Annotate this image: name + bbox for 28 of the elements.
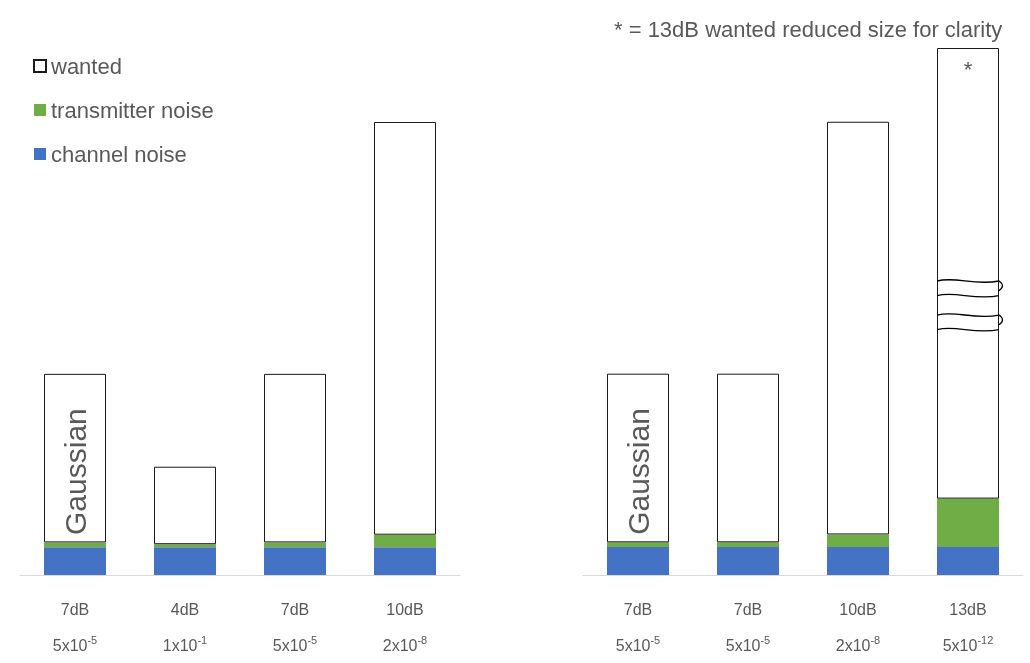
bar [827,534,889,548]
legend-label: channel noise [51,141,187,167]
annotation: * [963,56,973,82]
bar [827,121,889,535]
bar [374,122,436,535]
bar [607,547,669,575]
annotation: Gaussian [58,408,92,535]
bar [937,498,999,548]
bar [264,547,326,575]
bar [154,547,216,575]
legend-label: wanted [50,53,122,79]
bar [827,547,889,575]
bar [717,547,779,575]
bar [374,547,436,575]
bar [154,466,216,545]
bar [717,542,779,548]
annotation: Gaussian [621,408,655,535]
bar [607,542,669,548]
text: * = 13dB wanted reduced size for clarity [614,16,1003,42]
bar [44,547,106,575]
legend-label: transmitter noise [51,97,214,123]
bar [154,544,216,548]
bar [937,48,999,499]
bar [374,534,436,548]
bar [937,547,999,575]
bar [717,373,779,543]
bar [264,373,326,543]
bar [44,373,106,543]
